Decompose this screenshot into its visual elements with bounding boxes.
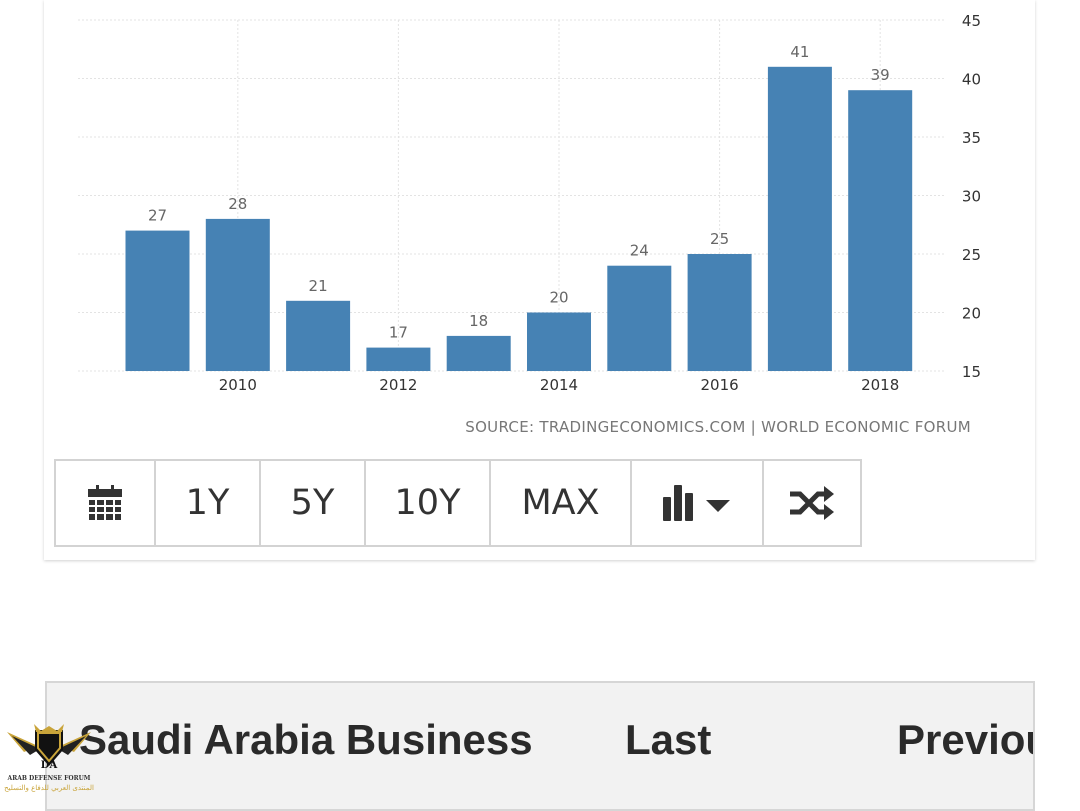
bar-data-label: 18 (469, 312, 488, 330)
chart-bars (125, 66, 913, 372)
bar-data-label: 25 (710, 230, 729, 248)
y-tick-label: 15 (962, 363, 981, 381)
y-axis: 45 40 35 30 25 20 15 (962, 12, 981, 381)
watermark-subtitle: المنتدى العربي للدفاع والتسليح (4, 784, 94, 792)
shuffle-button[interactable] (764, 461, 860, 545)
watermark-badge: DA (40, 760, 58, 771)
table-header-last: Last (625, 716, 712, 763)
bar-data-label: 41 (790, 43, 809, 61)
chart-toolbar: 1Y 5Y 10Y MAX (54, 459, 862, 547)
shuffle-icon (790, 486, 834, 520)
bar[interactable] (767, 66, 832, 372)
bar-chart-dropdown-icon (663, 485, 730, 521)
bar-data-label: 17 (389, 324, 408, 342)
x-tick-label: 2014 (540, 376, 578, 394)
bar[interactable] (687, 254, 752, 371)
chart-type-button[interactable] (632, 461, 764, 545)
bar[interactable] (205, 218, 270, 371)
bar[interactable] (527, 312, 591, 372)
y-tick-label: 40 (962, 71, 981, 89)
bar[interactable] (848, 90, 913, 371)
bar-data-label: 24 (630, 242, 649, 260)
x-tick-label: 2010 (219, 376, 257, 394)
bar-data-label: 21 (309, 277, 328, 295)
watermark-logo: DA ARAB DEFENSE FORUM المنتدى العربي للد… (4, 722, 94, 794)
y-tick-label: 20 (962, 305, 981, 323)
calendar-button[interactable] (56, 461, 156, 545)
y-tick-label: 30 (962, 188, 981, 206)
bar-data-label: 20 (549, 289, 568, 307)
x-tick-label: 2016 (701, 376, 739, 394)
table-header-name: Saudi Arabia Business (79, 716, 533, 763)
range-10y-button[interactable]: 10Y (366, 461, 491, 545)
bar-data-label: 39 (871, 66, 890, 84)
chart-data-labels: 27 28 21 17 18 20 24 25 41 39 (148, 43, 890, 342)
y-tick-label: 45 (962, 12, 981, 30)
y-tick-label: 35 (962, 129, 981, 147)
range-max-button[interactable]: MAX (491, 461, 632, 545)
range-5y-button[interactable]: 5Y (261, 461, 366, 545)
bar[interactable] (446, 335, 511, 371)
bar-data-label: 27 (148, 207, 167, 225)
bar[interactable] (286, 300, 351, 371)
x-tick-label: 2012 (379, 376, 417, 394)
calendar-icon (88, 485, 122, 520)
eagle-emblem-icon (7, 724, 91, 766)
business-table-header: Saudi Arabia Business Last Previou (45, 681, 1035, 811)
range-1y-button[interactable]: 1Y (156, 461, 261, 545)
bar[interactable] (125, 230, 190, 371)
chart-source: SOURCE: TRADINGECONOMICS.COM | WORLD ECO… (465, 418, 971, 436)
x-tick-label: 2018 (861, 376, 899, 394)
watermark-title: ARAB DEFENSE FORUM (7, 775, 91, 782)
x-axis: 2010 2012 2014 2016 2018 (219, 376, 900, 394)
bar[interactable] (366, 347, 431, 371)
bar[interactable] (607, 265, 672, 371)
y-tick-label: 25 (962, 246, 981, 264)
table-header-previous: Previou (897, 716, 1033, 763)
bar-data-label: 28 (228, 195, 247, 213)
